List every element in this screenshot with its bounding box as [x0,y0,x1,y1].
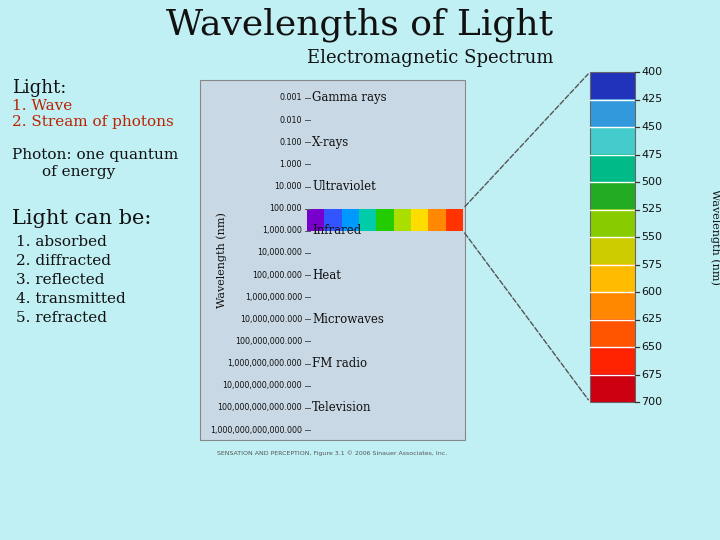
Text: 600: 600 [641,287,662,297]
Text: 1,000,000,000.000: 1,000,000,000.000 [228,359,302,368]
Text: Wavelength (nm): Wavelength (nm) [217,212,228,308]
Bar [590,72,635,402]
Text: 2. diffracted: 2. diffracted [16,254,111,268]
Bar [590,264,635,292]
Bar [324,208,342,231]
Text: Television: Television [312,401,372,414]
Bar [446,208,464,231]
Bar [377,208,394,231]
Text: Light:: Light: [12,79,66,97]
Text: Electromagnetic Spectrum: Electromagnetic Spectrum [307,49,553,67]
Text: 700: 700 [641,397,662,407]
Text: 1,000.000: 1,000.000 [262,226,302,235]
Text: 400: 400 [641,67,662,77]
Bar [590,374,635,402]
Text: 0.100: 0.100 [279,138,302,147]
Text: 5. refracted: 5. refracted [16,311,107,325]
Text: 425: 425 [641,94,662,105]
Bar [590,181,635,210]
Text: 1. absorbed: 1. absorbed [16,235,107,249]
Text: 650: 650 [641,342,662,352]
Text: 10,000.000: 10,000.000 [257,248,302,258]
Text: 100,000,000,000.000: 100,000,000,000.000 [217,403,302,413]
Text: 675: 675 [641,369,662,380]
Bar [590,347,635,375]
Text: SENSATION AND PERCEPTION, Figure 3.1 © 2006 Sinauer Associates, Inc.: SENSATION AND PERCEPTION, Figure 3.1 © 2… [217,450,448,456]
Text: 3. reflected: 3. reflected [16,273,104,287]
Bar [590,292,635,320]
Bar [200,80,465,440]
Text: 1,000,000.000: 1,000,000.000 [245,293,302,302]
Text: 100,000,000.000: 100,000,000.000 [235,337,302,346]
Text: Heat: Heat [312,268,341,281]
Bar [590,319,635,347]
Text: X-rays: X-rays [312,136,349,148]
Bar [428,208,446,231]
Text: 0.010: 0.010 [279,116,302,125]
Text: 2. Stream of photons: 2. Stream of photons [12,115,174,129]
Text: Ultraviolet: Ultraviolet [312,180,376,193]
Bar [590,99,635,127]
Text: Infrared: Infrared [312,224,361,237]
Bar [590,209,635,237]
Text: FM radio: FM radio [312,357,367,370]
Text: 525: 525 [641,205,662,214]
Bar [590,237,635,265]
Text: 1,000,000,000,000.000: 1,000,000,000,000.000 [210,426,302,435]
Text: Microwaves: Microwaves [312,313,384,326]
Text: 10,000,000.000: 10,000,000.000 [240,315,302,324]
Text: 100.000: 100.000 [269,204,302,213]
Bar [342,208,359,231]
Text: Gamma rays: Gamma rays [312,91,387,105]
Bar [590,127,635,154]
Text: Light can be:: Light can be: [12,208,151,227]
Text: 625: 625 [641,314,662,325]
Text: Wavelengths of Light: Wavelengths of Light [166,8,554,42]
Text: 575: 575 [641,260,662,269]
Text: 500: 500 [641,177,662,187]
Bar [590,72,635,99]
Text: 475: 475 [641,150,662,159]
Text: 100,000.000: 100,000.000 [252,271,302,280]
Text: 0.001: 0.001 [279,93,302,103]
Text: of energy: of energy [42,165,115,179]
Bar [307,208,325,231]
Text: 550: 550 [641,232,662,242]
Text: 4. transmitted: 4. transmitted [16,292,126,306]
Text: 10.000: 10.000 [274,182,302,191]
Text: Photon: one quantum: Photon: one quantum [12,148,179,162]
Bar [394,208,412,231]
Text: 1.000: 1.000 [279,160,302,169]
Bar [411,208,429,231]
Text: Wavelength (nm): Wavelength (nm) [710,189,720,285]
Text: 450: 450 [641,122,662,132]
Bar [590,154,635,182]
Text: 10,000,000,000.000: 10,000,000,000.000 [222,381,302,390]
Bar [359,208,377,231]
Text: 1. Wave: 1. Wave [12,99,72,113]
